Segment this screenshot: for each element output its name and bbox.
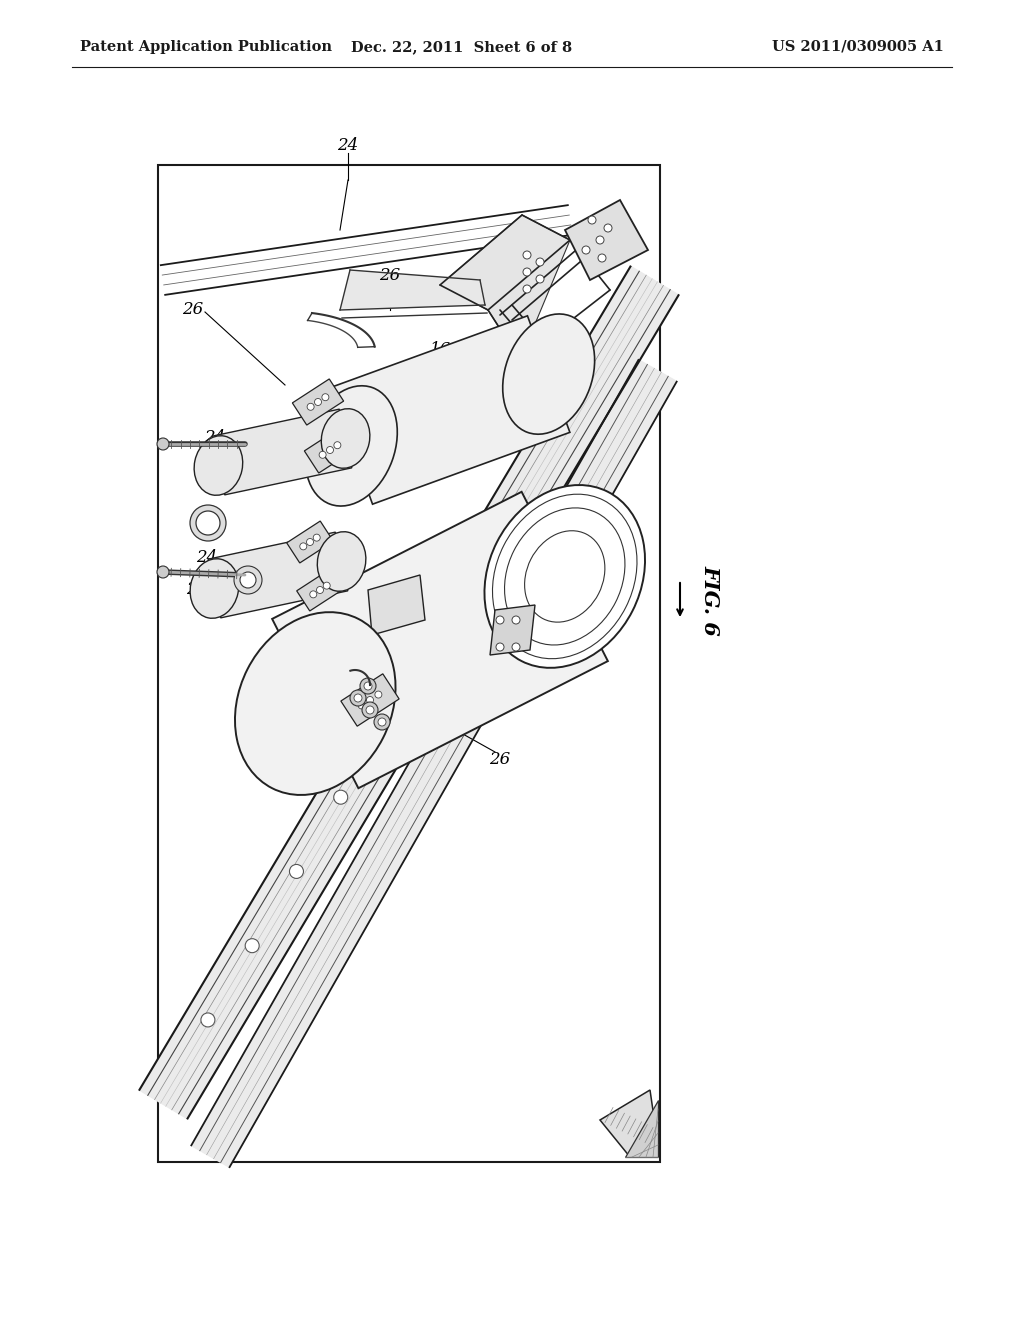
Circle shape	[596, 236, 604, 244]
Circle shape	[157, 438, 169, 450]
Polygon shape	[297, 569, 343, 611]
Circle shape	[324, 582, 330, 589]
Ellipse shape	[195, 436, 243, 495]
Circle shape	[316, 586, 324, 594]
Circle shape	[422, 642, 436, 656]
Ellipse shape	[317, 532, 366, 591]
Polygon shape	[190, 359, 677, 1168]
Circle shape	[378, 718, 386, 726]
Circle shape	[523, 251, 531, 259]
Circle shape	[234, 566, 262, 594]
Polygon shape	[158, 165, 660, 1162]
Polygon shape	[341, 673, 399, 726]
Circle shape	[196, 511, 220, 535]
Circle shape	[358, 702, 366, 709]
Text: 24: 24	[205, 429, 225, 446]
Circle shape	[536, 275, 544, 282]
Circle shape	[360, 678, 376, 694]
Text: Patent Application Publication: Patent Application Publication	[80, 40, 332, 54]
Circle shape	[604, 224, 612, 232]
Text: 24: 24	[197, 549, 218, 566]
Circle shape	[378, 715, 392, 730]
Circle shape	[334, 791, 348, 804]
Circle shape	[582, 246, 590, 253]
Polygon shape	[287, 521, 333, 562]
Circle shape	[300, 543, 307, 550]
Polygon shape	[490, 605, 535, 655]
Circle shape	[366, 706, 374, 714]
Circle shape	[536, 257, 544, 267]
Circle shape	[240, 572, 256, 587]
Circle shape	[512, 616, 520, 624]
Text: 18: 18	[518, 601, 542, 619]
Circle shape	[310, 591, 316, 598]
Polygon shape	[625, 1100, 658, 1158]
Circle shape	[512, 643, 520, 651]
Circle shape	[327, 446, 334, 454]
Ellipse shape	[503, 314, 595, 434]
Polygon shape	[304, 426, 355, 473]
Polygon shape	[368, 576, 425, 635]
Circle shape	[374, 714, 390, 730]
Polygon shape	[330, 315, 570, 504]
Circle shape	[334, 442, 341, 449]
Circle shape	[350, 690, 366, 706]
Circle shape	[157, 566, 169, 578]
Circle shape	[322, 393, 329, 401]
Text: 26: 26	[489, 751, 511, 768]
Circle shape	[362, 702, 378, 718]
Circle shape	[523, 268, 531, 276]
Circle shape	[523, 285, 531, 293]
Polygon shape	[272, 492, 608, 788]
Circle shape	[496, 643, 504, 651]
Circle shape	[367, 697, 374, 704]
Text: FIG. 6: FIG. 6	[700, 565, 720, 635]
Circle shape	[354, 694, 362, 702]
Ellipse shape	[234, 612, 395, 795]
Text: 24: 24	[337, 136, 358, 153]
Circle shape	[375, 692, 382, 698]
Polygon shape	[600, 1090, 658, 1158]
Circle shape	[290, 865, 303, 878]
Text: 26: 26	[186, 582, 208, 598]
Ellipse shape	[190, 558, 239, 618]
Circle shape	[319, 451, 326, 458]
Polygon shape	[139, 265, 679, 1119]
Polygon shape	[340, 271, 485, 310]
Circle shape	[201, 1012, 215, 1027]
Polygon shape	[293, 379, 344, 425]
Circle shape	[306, 539, 313, 545]
Circle shape	[496, 616, 504, 624]
Circle shape	[190, 506, 226, 541]
Ellipse shape	[484, 484, 645, 668]
Polygon shape	[208, 532, 348, 618]
Polygon shape	[565, 201, 648, 280]
Polygon shape	[440, 215, 570, 360]
Polygon shape	[212, 409, 352, 495]
Circle shape	[245, 939, 259, 953]
Ellipse shape	[322, 409, 370, 469]
Circle shape	[307, 404, 314, 411]
Text: 26: 26	[379, 267, 400, 284]
Circle shape	[313, 535, 321, 541]
Circle shape	[314, 399, 322, 405]
Text: 16: 16	[429, 342, 451, 359]
Text: US 2011/0309005 A1: US 2011/0309005 A1	[772, 40, 944, 54]
Circle shape	[364, 682, 372, 690]
Text: 26: 26	[182, 301, 204, 318]
Text: Dec. 22, 2011  Sheet 6 of 8: Dec. 22, 2011 Sheet 6 of 8	[351, 40, 572, 54]
Ellipse shape	[305, 385, 397, 506]
Circle shape	[588, 216, 596, 224]
Circle shape	[598, 253, 606, 261]
